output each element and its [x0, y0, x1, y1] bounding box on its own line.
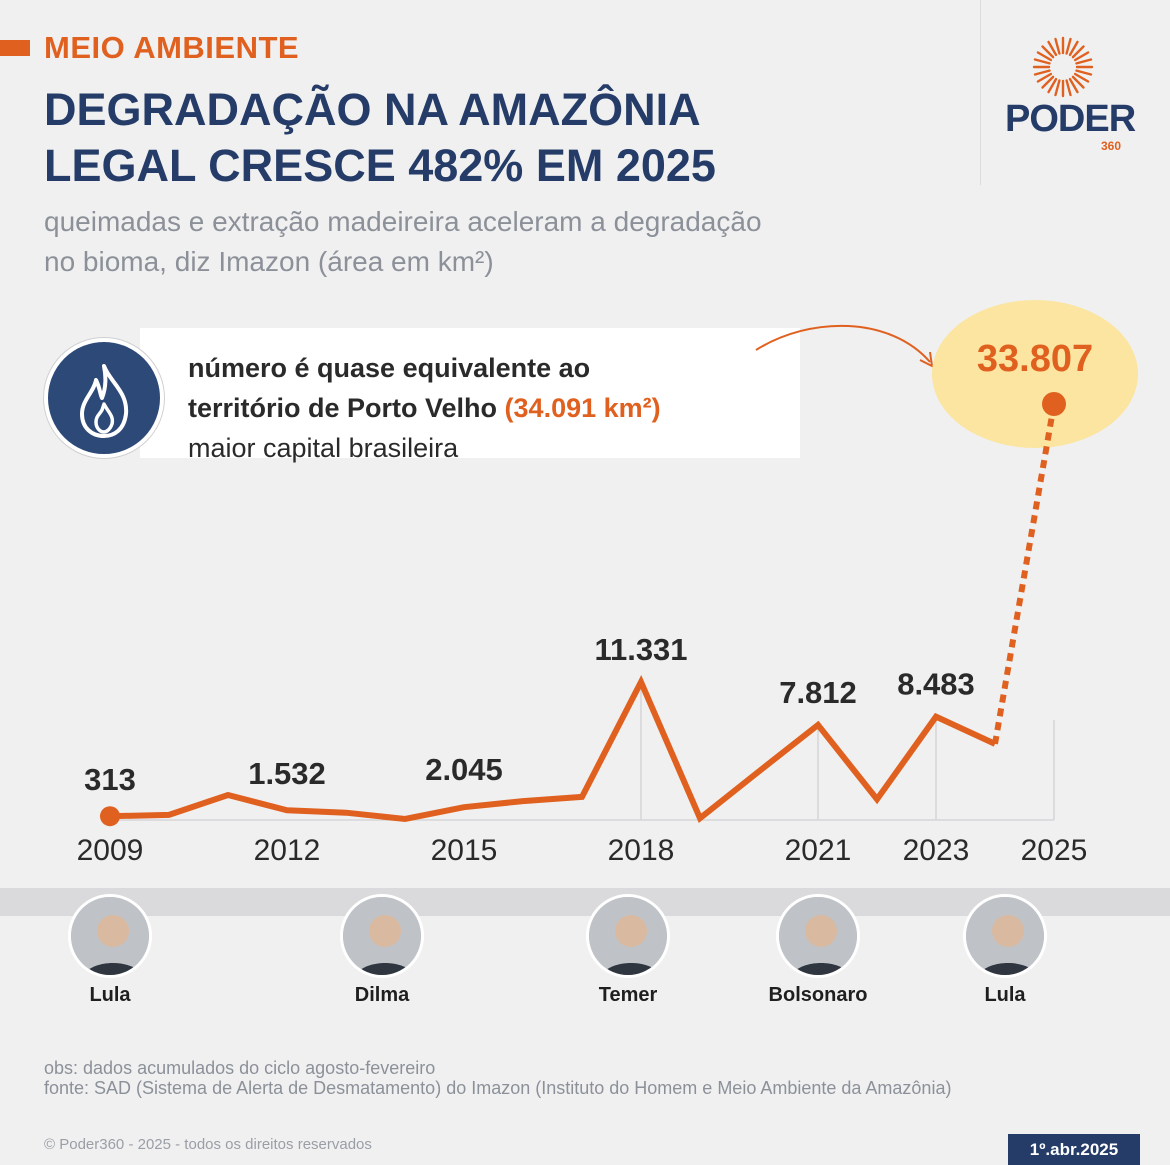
title-line-1: DEGRADAÇÃO NA AMAZÔNIA	[44, 84, 701, 135]
sun-ray	[1065, 37, 1072, 55]
sun-burst-icon	[1032, 36, 1094, 98]
x-tick-label: 2015	[431, 834, 498, 867]
president-avatar	[963, 894, 1047, 978]
page-title: DEGRADAÇÃO NA AMAZÔNIA LEGAL CRESCE 482%…	[44, 82, 716, 194]
data-label: 11.331	[594, 632, 687, 667]
sun-ray	[1041, 75, 1055, 89]
president-avatar	[68, 894, 152, 978]
sun-ray	[1033, 69, 1051, 76]
sun-ray	[1036, 72, 1053, 83]
sun-ray	[1073, 72, 1090, 83]
porto-velho-area: (34.091 km²)	[504, 393, 661, 423]
sun-ray	[1065, 79, 1072, 97]
data-label: 8.483	[897, 667, 975, 702]
highlight-circle	[932, 300, 1138, 448]
obs-note: obs: dados acumulados do ciclo agosto-fe…	[44, 1058, 436, 1078]
president-avatar	[776, 894, 860, 978]
highlight-value: 33.807	[976, 338, 1094, 380]
sun-ray	[1041, 45, 1055, 59]
data-label: 313	[84, 762, 136, 797]
data-label: 1.532	[248, 756, 326, 791]
x-tick-label: 2012	[254, 834, 321, 867]
sun-ray	[1068, 40, 1079, 57]
copyright: © Poder360 - 2025 - todos os direitos re…	[44, 1136, 372, 1153]
president-avatar	[340, 894, 424, 978]
sun-ray	[1036, 51, 1053, 62]
category-marker	[0, 40, 30, 56]
sun-ray	[1068, 77, 1079, 94]
subtitle: queimadas e extração madeireira aceleram…	[44, 202, 762, 282]
arrow-connector	[755, 324, 934, 368]
sun-ray	[1075, 69, 1093, 76]
data-label: 2.045	[425, 752, 503, 787]
x-tick-label: 2018	[608, 834, 675, 867]
president-name: Temer	[598, 984, 658, 1006]
flame-icon	[80, 364, 129, 438]
sun-ray	[1054, 79, 1061, 97]
title-line-2: LEGAL CRESCE 482% EM 2025	[44, 140, 716, 191]
sun-ray	[1073, 51, 1090, 62]
category-label: MEIO AMBIENTE	[44, 30, 300, 65]
subtitle-line-1: queimadas e extração madeireira aceleram…	[44, 206, 762, 237]
president-avatar	[586, 894, 670, 978]
callout-line-1: número é quase equivalente ao	[188, 353, 591, 383]
x-tick-label: 2023	[903, 834, 970, 867]
president-name: Lula	[89, 984, 131, 1006]
series-line	[109, 674, 997, 823]
sun-ray	[1071, 45, 1085, 59]
subtitle-line-2: no bioma, diz Imazon (área em km²)	[44, 246, 494, 277]
sun-ray	[1054, 37, 1061, 55]
date-badge: 1º.abr.2025	[1008, 1134, 1140, 1165]
x-tick-label: 2009	[77, 834, 144, 867]
header-divider	[980, 0, 981, 185]
callout-text: número é quase equivalente ao território…	[188, 348, 661, 468]
president-name: Bolsonaro	[768, 984, 868, 1006]
line-chart: 313 1.532 2.045 11.331 7.812 8.483 2009 2012 201…	[77, 392, 1088, 867]
president-name: Dilma	[354, 984, 410, 1006]
callout-box	[140, 328, 800, 458]
data-point-last	[1042, 392, 1066, 416]
sun-ray	[1047, 77, 1058, 94]
data-label: 7.812	[779, 675, 857, 710]
callout-line-3: maior capital brasileira	[188, 433, 459, 463]
sun-ray	[1071, 75, 1085, 89]
source-note: fonte: SAD (Sistema de Alerta de Desmata…	[44, 1078, 952, 1098]
logo-word: PODER	[1005, 98, 1136, 140]
series-line-projection	[992, 403, 1057, 745]
sun-ray	[1075, 58, 1093, 65]
sun-ray	[1047, 40, 1058, 57]
data-point-first	[100, 806, 120, 827]
footer-notes: obs: dados acumulados do ciclo agosto-fe…	[44, 1058, 1054, 1098]
x-tick-label: 2021	[785, 834, 852, 867]
x-tick-label: 2025	[1021, 834, 1088, 867]
logo-sub: 360	[1101, 139, 1122, 153]
sun-ray	[1033, 58, 1051, 65]
flame-badge	[44, 338, 164, 458]
callout-line-2: território de Porto Velho (34.091 km²)	[188, 393, 661, 423]
president-name: Lula	[984, 984, 1026, 1006]
